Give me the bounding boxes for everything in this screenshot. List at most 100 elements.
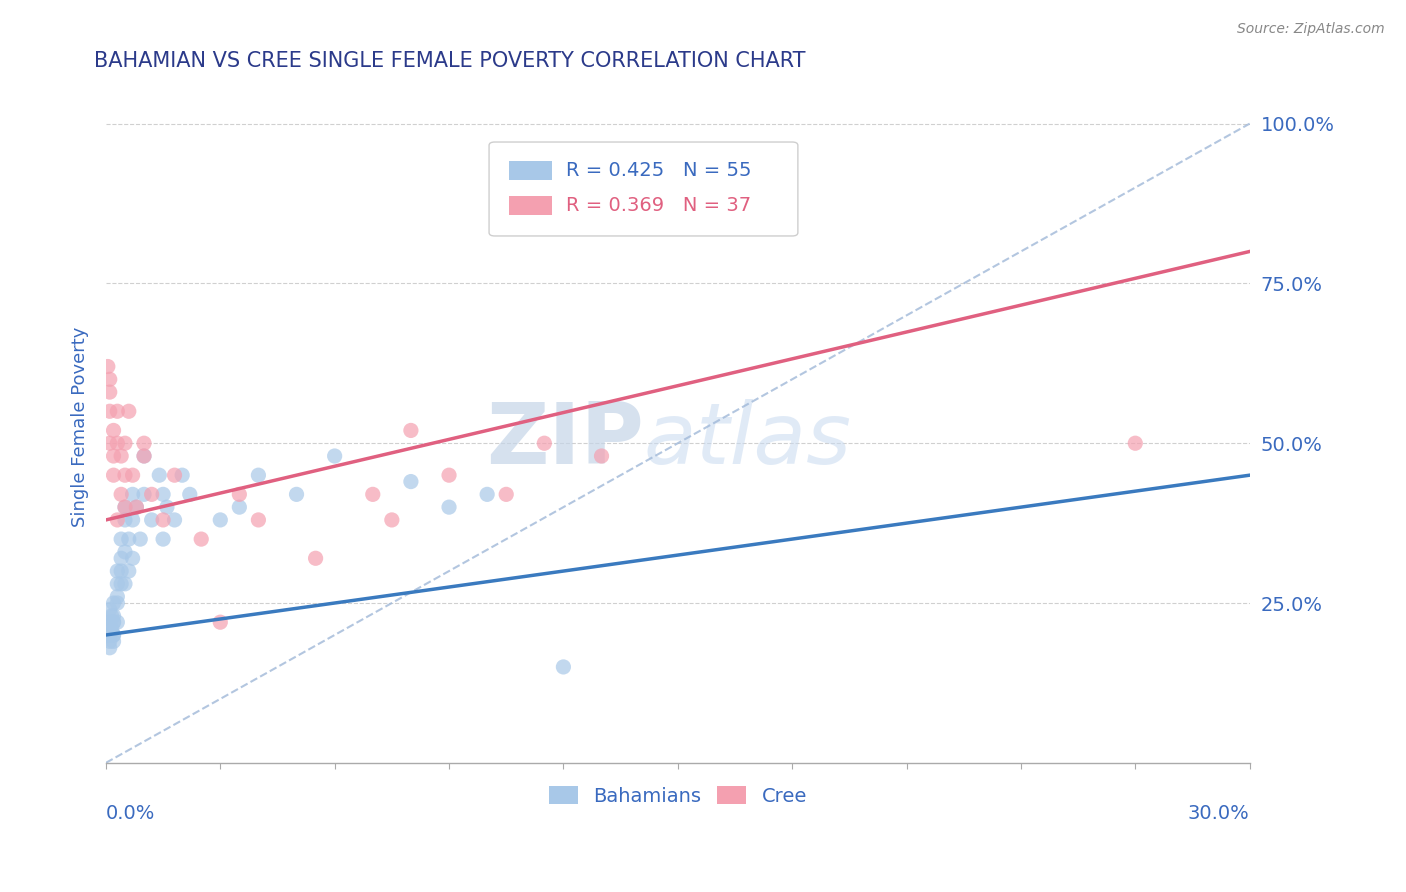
Text: R = 0.369   N = 37: R = 0.369 N = 37 — [565, 196, 751, 215]
Point — [103, 628, 125, 642]
Point — [110, 577, 132, 591]
Point — [98, 404, 121, 418]
Point — [591, 449, 613, 463]
Point — [98, 640, 121, 655]
Point — [163, 513, 186, 527]
Point — [105, 513, 128, 527]
Point — [323, 449, 346, 463]
Point — [247, 513, 270, 527]
Point — [163, 468, 186, 483]
Point — [105, 615, 128, 630]
Text: R = 0.425   N = 55: R = 0.425 N = 55 — [565, 161, 751, 180]
Point — [105, 590, 128, 604]
Point — [381, 513, 404, 527]
Text: 30.0%: 30.0% — [1188, 805, 1250, 823]
Bar — [509, 161, 553, 180]
Point — [132, 436, 155, 450]
Point — [125, 500, 148, 515]
Point — [105, 404, 128, 418]
Point — [437, 468, 460, 483]
Point — [105, 577, 128, 591]
Point — [100, 608, 122, 623]
Bar — [509, 196, 553, 215]
Point — [152, 513, 174, 527]
Point — [110, 449, 132, 463]
Point — [285, 487, 308, 501]
Point — [110, 551, 132, 566]
Point — [209, 513, 232, 527]
Point — [118, 404, 141, 418]
Point — [114, 545, 136, 559]
Point — [132, 487, 155, 501]
Point — [114, 513, 136, 527]
Point — [110, 487, 132, 501]
Point — [553, 660, 575, 674]
Point — [100, 622, 122, 636]
Point — [475, 487, 498, 501]
Point — [190, 532, 212, 546]
Point — [209, 615, 232, 630]
Point — [105, 596, 128, 610]
Point — [98, 436, 121, 450]
Text: 0.0%: 0.0% — [105, 805, 155, 823]
Point — [98, 385, 121, 400]
Point — [399, 475, 422, 489]
Point — [495, 487, 517, 501]
Point — [110, 532, 132, 546]
Point — [103, 608, 125, 623]
FancyBboxPatch shape — [489, 142, 797, 236]
Point — [118, 564, 141, 578]
Point — [141, 513, 163, 527]
Point — [148, 468, 170, 483]
Point — [129, 532, 152, 546]
Point — [103, 615, 125, 630]
Point — [304, 551, 326, 566]
Point — [121, 487, 143, 501]
Point — [533, 436, 555, 450]
Point — [110, 564, 132, 578]
Point — [152, 487, 174, 501]
Point — [98, 602, 121, 616]
Point — [103, 424, 125, 438]
Point — [132, 449, 155, 463]
Point — [98, 628, 121, 642]
Point — [98, 615, 121, 630]
Point — [114, 468, 136, 483]
Text: BAHAMIAN VS CREE SINGLE FEMALE POVERTY CORRELATION CHART: BAHAMIAN VS CREE SINGLE FEMALE POVERTY C… — [94, 51, 806, 70]
Point — [179, 487, 201, 501]
Point — [98, 622, 121, 636]
Point — [152, 532, 174, 546]
Point — [114, 500, 136, 515]
Point — [103, 468, 125, 483]
Point — [132, 449, 155, 463]
Point — [121, 551, 143, 566]
Point — [114, 436, 136, 450]
Point — [247, 468, 270, 483]
Point — [98, 634, 121, 648]
Point — [105, 564, 128, 578]
Point — [361, 487, 384, 501]
Point — [228, 487, 250, 501]
Point — [121, 468, 143, 483]
Text: ZIP: ZIP — [485, 399, 644, 483]
Y-axis label: Single Female Poverty: Single Female Poverty — [72, 327, 89, 527]
Point — [103, 628, 125, 642]
Point — [103, 634, 125, 648]
Text: atlas: atlas — [644, 399, 852, 483]
Point — [97, 359, 120, 374]
Point — [125, 500, 148, 515]
Point — [103, 615, 125, 630]
Point — [105, 436, 128, 450]
Point — [399, 424, 422, 438]
Point — [103, 596, 125, 610]
Point — [228, 500, 250, 515]
Legend: Bahamians, Cree: Bahamians, Cree — [541, 779, 814, 814]
Point — [114, 500, 136, 515]
Point — [172, 468, 194, 483]
Point — [97, 628, 120, 642]
Point — [141, 487, 163, 501]
Point — [118, 532, 141, 546]
Point — [121, 513, 143, 527]
Point — [156, 500, 179, 515]
Point — [103, 449, 125, 463]
